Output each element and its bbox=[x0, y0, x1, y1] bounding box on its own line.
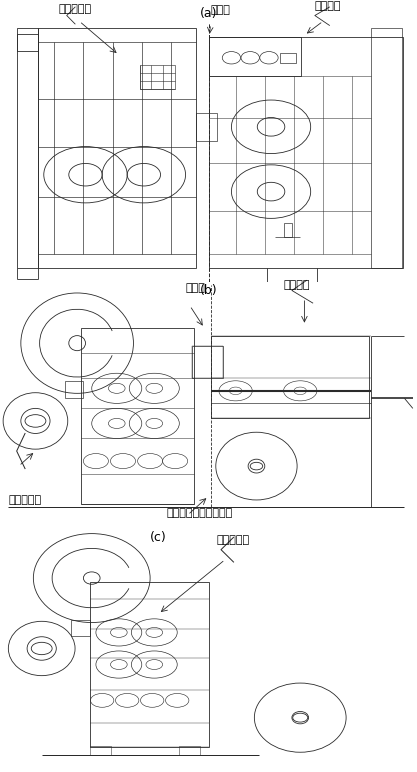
Text: 境界線: 境界線 bbox=[186, 283, 206, 293]
Text: (a): (a) bbox=[200, 7, 217, 20]
Bar bbox=[192, 346, 223, 378]
Bar bbox=[192, 346, 223, 378]
Bar bbox=[179, 746, 200, 755]
Text: 給紙装置: 給紙装置 bbox=[284, 280, 310, 290]
Bar bbox=[71, 620, 90, 636]
Bar bbox=[90, 746, 111, 755]
Bar bbox=[38, 28, 196, 268]
Bar bbox=[211, 336, 369, 418]
Bar bbox=[209, 36, 403, 268]
Bar bbox=[284, 222, 292, 237]
Bar bbox=[90, 582, 208, 747]
Bar bbox=[280, 53, 296, 63]
Text: ラミネータ: ラミネータ bbox=[217, 535, 250, 545]
Text: (c): (c) bbox=[150, 531, 167, 544]
Bar bbox=[140, 65, 175, 89]
Bar bbox=[196, 113, 217, 141]
Bar bbox=[371, 28, 402, 268]
Bar bbox=[17, 34, 38, 51]
Text: (b): (b) bbox=[200, 284, 217, 297]
Bar bbox=[209, 36, 301, 76]
Text: 境界線: 境界線 bbox=[211, 5, 231, 15]
Text: 給紙装置: 給紙装置 bbox=[315, 2, 342, 12]
Bar bbox=[17, 28, 38, 268]
Text: ラミネータ: ラミネータ bbox=[58, 4, 91, 14]
Text: ラミネータ結合空間部: ラミネータ結合空間部 bbox=[167, 507, 233, 517]
Bar bbox=[65, 381, 83, 398]
Text: ラミネータ: ラミネータ bbox=[8, 495, 41, 505]
Bar bbox=[81, 328, 194, 504]
